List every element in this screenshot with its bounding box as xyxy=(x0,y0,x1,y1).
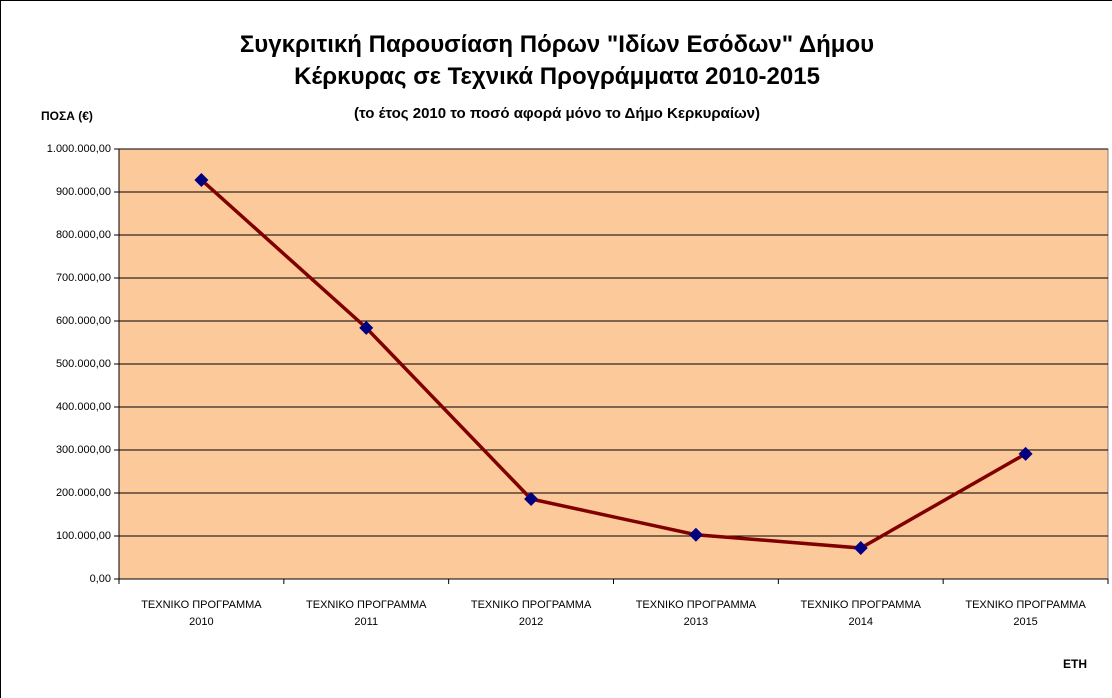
y-tick-label: 100.000,00 xyxy=(56,530,111,542)
x-tick-label: ΤΕΧΝΙΚΟ ΠΡΟΓΡΑΜΜΑ 2014 xyxy=(800,599,921,628)
y-tick-label: 700.000,00 xyxy=(56,272,111,284)
marker xyxy=(194,172,209,187)
y-tick-label: 300.000,00 xyxy=(56,444,111,456)
marker xyxy=(1018,446,1033,461)
y-tick-label: 0,00 xyxy=(90,573,111,585)
x-tick-label: ΤΕΧΝΙΚΟ ΠΡΟΓΡΑΜΜΑ 2011 xyxy=(306,599,427,628)
x-tick-label: ΤΕΧΝΙΚΟ ΠΡΟΓΡΑΜΜΑ 2010 xyxy=(141,599,262,628)
marker xyxy=(524,492,539,507)
x-tick-label: ΤΕΧΝΙΚΟ ΠΡΟΓΡΑΜΜΑ 2012 xyxy=(470,599,592,628)
y-tick-label: 600.000,00 xyxy=(56,315,111,327)
x-tick-label: ΤΕΧΝΙΚΟ ΠΡΟΓΡΑΜΜΑ 2015 xyxy=(965,599,1086,628)
marker xyxy=(853,541,868,556)
chart-title: Συγκριτική Παρουσίαση Πόρων "Ιδίων Εσόδω… xyxy=(239,31,875,90)
x-axis-label: ΕΤΗ xyxy=(1063,657,1087,671)
x-tick-label: ΤΕΧΝΙΚΟ ΠΡΟΓΡΑΜΜΑ 2013 xyxy=(635,599,757,628)
y-tick-label: 900.000,00 xyxy=(56,186,111,198)
marker xyxy=(688,527,703,542)
y-tick-label: 1.000.000,00 xyxy=(47,143,111,155)
y-tick-label: 400.000,00 xyxy=(56,401,111,413)
y-tick-label: 800.000,00 xyxy=(56,229,111,241)
y-tick-label: 500.000,00 xyxy=(56,358,111,370)
y-tick-label: 200.000,00 xyxy=(56,487,111,499)
line xyxy=(200,178,1027,550)
marker xyxy=(359,320,374,335)
y-axis-label: ΠΟΣΑ (€) xyxy=(41,109,93,123)
chart-subtitle: (το έτος 2010 το ποσό αφορά μόνο το Δήμο… xyxy=(353,105,761,122)
